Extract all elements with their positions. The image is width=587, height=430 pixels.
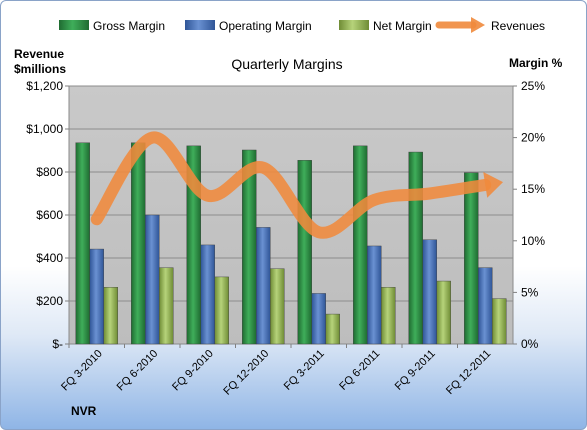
bar-operating-margin [200, 244, 215, 345]
bar-gross-margin [353, 145, 368, 345]
left-tick-label: $- [52, 337, 63, 351]
legend-label-revenues: Revenues [491, 19, 545, 33]
bar-operating-margin [311, 293, 326, 345]
bar-net-margin [325, 313, 340, 345]
category-label: FQ 6-2011 [337, 348, 382, 393]
bar-gross-margin [75, 142, 90, 345]
revenue-point [152, 137, 153, 138]
revenue-point [96, 219, 97, 220]
revenue-point [485, 184, 486, 185]
bar-net-margin [436, 280, 451, 345]
left-tick-label: $200 [36, 294, 63, 308]
right-tick-label: 5% [521, 285, 539, 299]
right-tick-label: 20% [521, 131, 545, 145]
revenue-line [90, 131, 504, 239]
category-label: FQ 12-2011 [444, 348, 493, 397]
category-label: FQ 3-2011 [282, 348, 327, 393]
bar-operating-margin [478, 267, 493, 345]
bar-operating-margin [422, 239, 437, 345]
left-tick-label: $1,200 [26, 79, 63, 93]
bar-operating-margin [367, 245, 382, 345]
company-label: NVR [71, 404, 97, 418]
right-axis-title: Margin % [509, 56, 563, 70]
bar-gross-margin [297, 160, 312, 345]
category-label: FQ 9-2011 [393, 348, 438, 393]
left-tick-label: $600 [36, 208, 63, 222]
right-tick-label: 0% [521, 337, 539, 351]
left-tick-label: $400 [36, 251, 63, 265]
right-tick-label: 10% [521, 234, 545, 248]
chart-title: Quarterly Margins [231, 56, 342, 72]
legend-swatch-gross-margin [59, 20, 89, 30]
left-axis-title-line1: Revenue [14, 47, 64, 61]
bar-operating-margin [89, 248, 104, 345]
legend-label-gross-margin: Gross Margin [93, 19, 165, 33]
category-label: FQ 9-2010 [170, 348, 216, 394]
legend-label-operating-margin: Operating Margin [219, 19, 312, 33]
revenue-series-line [90, 131, 492, 239]
bar-gross-margin [131, 142, 146, 345]
revenue-point [318, 232, 319, 233]
bar-net-margin [159, 267, 174, 345]
category-label: FQ 3-2010 [59, 348, 105, 394]
revenue-point [374, 199, 375, 200]
legend: Gross Margin Operating Margin Net Margin… [59, 17, 545, 33]
bar-net-margin [214, 276, 229, 345]
left-tick-label: $800 [36, 165, 63, 179]
bar-net-margin [270, 268, 285, 345]
bar-net-margin [492, 298, 507, 345]
revenue-point [429, 193, 430, 194]
revenue-point [207, 195, 208, 196]
bar-net-margin [381, 287, 396, 345]
legend-label-net-margin: Net Margin [373, 19, 432, 33]
bar-gross-margin [408, 151, 423, 345]
bar-operating-margin [145, 214, 160, 345]
legend-swatch-net-margin [339, 20, 369, 30]
legend-swatch-operating-margin [185, 20, 215, 30]
bar-operating-margin [256, 227, 271, 345]
left-axis-title-line2: $millions [14, 62, 66, 76]
category-label: FQ 6-2010 [115, 348, 161, 394]
right-tick-label: 25% [521, 79, 545, 93]
right-tick-label: 15% [521, 182, 545, 196]
bar-gross-margin [464, 172, 479, 345]
bar-net-margin [103, 287, 118, 345]
left-tick-label: $1,000 [26, 122, 63, 136]
legend-swatch-revenues [435, 17, 485, 33]
revenue-point [263, 167, 264, 168]
revenue-arrowhead [483, 172, 504, 198]
category-label: FQ 12-2010 [221, 348, 271, 398]
